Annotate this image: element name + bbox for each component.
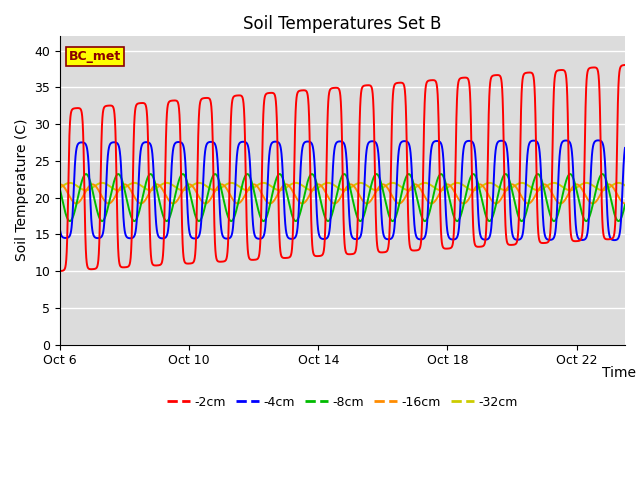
-8cm — [159, 212, 166, 218]
-4cm — [272, 139, 280, 144]
-32cm — [424, 180, 431, 186]
-16cm — [424, 198, 431, 204]
Line: -2cm: -2cm — [60, 65, 625, 271]
-16cm — [272, 195, 280, 201]
-8cm — [478, 196, 486, 202]
-8cm — [131, 218, 138, 224]
-32cm — [521, 180, 529, 186]
-4cm — [56, 228, 64, 233]
-32cm — [621, 182, 629, 188]
-32cm — [159, 181, 166, 187]
-8cm — [521, 215, 529, 220]
-16cm — [478, 182, 486, 188]
-32cm — [395, 182, 403, 188]
-32cm — [131, 180, 138, 186]
Line: -32cm: -32cm — [60, 183, 625, 190]
-2cm — [478, 244, 486, 250]
-4cm — [621, 145, 629, 151]
-8cm — [621, 202, 629, 208]
-4cm — [159, 236, 166, 241]
Line: -8cm: -8cm — [60, 174, 625, 221]
-2cm — [56, 268, 64, 274]
-4cm — [478, 235, 486, 241]
Title: Soil Temperatures Set B: Soil Temperatures Set B — [243, 15, 442, 33]
-32cm — [272, 187, 280, 192]
-2cm — [272, 100, 280, 106]
-16cm — [621, 201, 629, 206]
-16cm — [159, 187, 166, 192]
-8cm — [272, 177, 280, 182]
-4cm — [611, 237, 618, 243]
Line: -16cm: -16cm — [60, 184, 625, 204]
-2cm — [395, 80, 403, 85]
-4cm — [595, 137, 602, 143]
-2cm — [159, 255, 166, 261]
-2cm — [521, 71, 529, 76]
-4cm — [424, 215, 431, 220]
-16cm — [521, 198, 529, 204]
-2cm — [424, 78, 431, 84]
-2cm — [621, 62, 629, 68]
Line: -4cm: -4cm — [60, 140, 625, 240]
-16cm — [56, 181, 64, 187]
-8cm — [598, 171, 606, 177]
-4cm — [395, 147, 403, 153]
X-axis label: Time: Time — [602, 366, 636, 380]
-16cm — [395, 201, 403, 206]
-8cm — [424, 215, 431, 221]
Text: BC_met: BC_met — [68, 50, 121, 63]
-32cm — [598, 187, 606, 193]
Legend: -2cm, -4cm, -8cm, -16cm, -32cm: -2cm, -4cm, -8cm, -16cm, -32cm — [162, 391, 523, 414]
-32cm — [478, 183, 486, 189]
-8cm — [395, 202, 403, 208]
-8cm — [56, 187, 64, 193]
-32cm — [56, 185, 64, 191]
Y-axis label: Soil Temperature (C): Soil Temperature (C) — [15, 119, 29, 262]
-4cm — [521, 211, 529, 216]
